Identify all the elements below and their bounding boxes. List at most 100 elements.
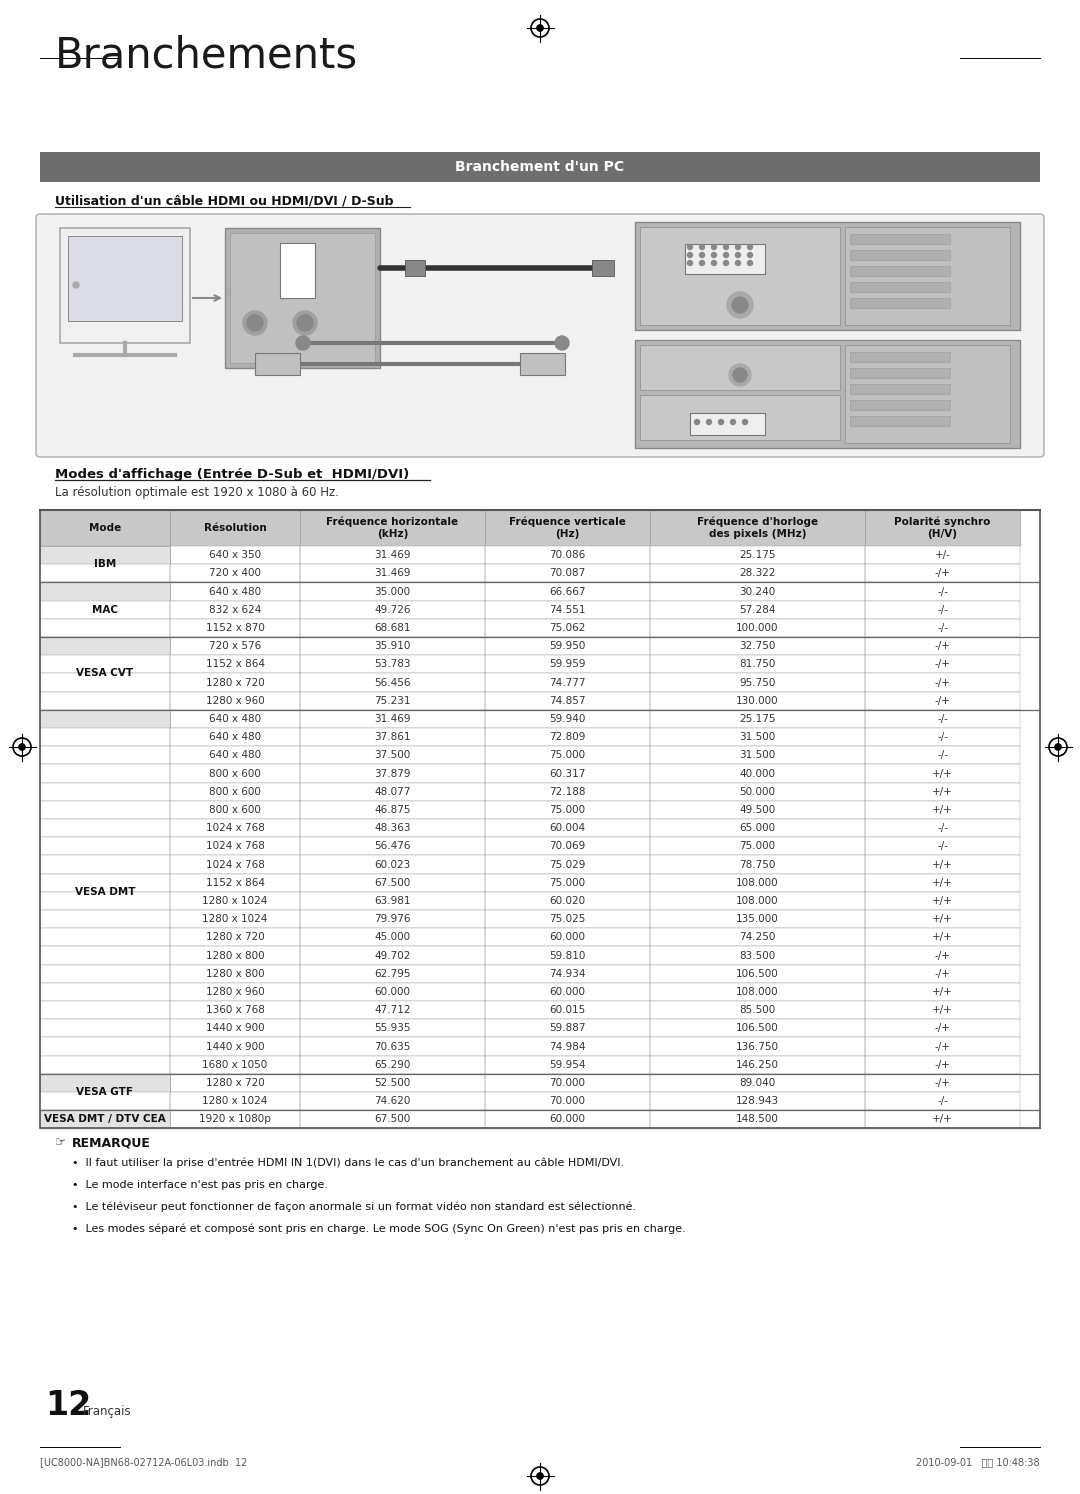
Bar	[40, 819, 170, 837]
Text: •  Il faut utiliser la prise d'entrée HDMI IN 1(DVI) dans le cas d'un branchemen: • Il faut utiliser la prise d'entrée HDM…	[72, 1158, 624, 1168]
Bar	[850, 235, 950, 244]
Text: 45.000: 45.000	[375, 932, 410, 943]
Text: 25.175: 25.175	[739, 550, 775, 560]
Bar	[300, 910, 485, 928]
Bar	[650, 746, 865, 765]
Text: 46.875: 46.875	[375, 805, 410, 814]
Bar	[40, 801, 170, 819]
Text: -/-: -/-	[937, 823, 948, 834]
Bar	[640, 345, 840, 390]
Circle shape	[732, 297, 748, 314]
Text: 60.000: 60.000	[550, 932, 585, 943]
Bar	[280, 244, 315, 297]
Bar	[485, 601, 650, 619]
Bar	[40, 983, 1040, 1001]
Text: 74.777: 74.777	[550, 677, 585, 687]
Text: +/+: +/+	[932, 932, 953, 943]
Bar	[485, 692, 650, 710]
Bar	[40, 656, 170, 674]
Bar	[40, 1056, 170, 1074]
Circle shape	[735, 252, 741, 257]
Bar	[170, 910, 300, 928]
Bar	[485, 819, 650, 837]
Text: Français: Français	[83, 1404, 132, 1418]
Text: DVI OUT: DVI OUT	[721, 232, 758, 241]
Bar	[865, 928, 1020, 946]
Bar	[170, 545, 300, 565]
Bar	[40, 601, 1040, 619]
Bar	[300, 892, 485, 910]
Bar	[170, 928, 300, 946]
Bar	[40, 728, 170, 746]
Bar	[485, 656, 650, 674]
Text: 70.086: 70.086	[550, 550, 585, 560]
Bar	[300, 636, 485, 656]
Bar	[865, 710, 1020, 728]
Text: -/-: -/-	[937, 587, 948, 596]
Text: 60.020: 60.020	[550, 896, 585, 905]
Bar	[485, 1074, 650, 1092]
Bar	[845, 227, 1010, 326]
Bar	[300, 728, 485, 746]
Text: 68.681: 68.681	[375, 623, 410, 633]
Text: 640 x 480: 640 x 480	[208, 750, 261, 760]
Text: 800 x 600: 800 x 600	[210, 768, 261, 778]
Bar	[68, 236, 183, 321]
Text: 37.500: 37.500	[375, 750, 410, 760]
Bar	[225, 229, 380, 368]
Text: •  Les modes séparé et composé sont pris en charge. Le mode SOG (Sync On Green) : • Les modes séparé et composé sont pris …	[72, 1224, 686, 1234]
Text: 57.284: 57.284	[739, 605, 775, 614]
Bar	[865, 1056, 1020, 1074]
Bar	[865, 910, 1020, 928]
Circle shape	[747, 260, 753, 266]
Bar	[865, 965, 1020, 983]
Text: 75.231: 75.231	[375, 696, 410, 705]
Bar	[300, 601, 485, 619]
Text: 37.861: 37.861	[375, 732, 410, 743]
Text: 60.004: 60.004	[550, 823, 585, 834]
Bar	[40, 636, 170, 656]
Text: -/+: -/+	[934, 659, 950, 669]
Bar	[300, 1019, 485, 1037]
Text: Fréquence verticale
(Hz): Fréquence verticale (Hz)	[509, 517, 626, 539]
Text: 59.810: 59.810	[550, 950, 585, 961]
Bar	[865, 692, 1020, 710]
Bar	[485, 728, 650, 746]
Bar	[485, 965, 650, 983]
Bar	[485, 1019, 650, 1037]
Text: •  Le téléviseur peut fonctionner de façon anormale si un format vidéo non stand: • Le téléviseur peut fonctionner de faço…	[72, 1201, 636, 1213]
Bar	[170, 819, 300, 837]
Bar	[40, 1019, 1040, 1037]
Text: -/+: -/+	[934, 1077, 950, 1088]
Bar	[40, 765, 1040, 783]
Bar	[485, 801, 650, 819]
Bar	[650, 783, 865, 801]
Text: -/-: -/-	[937, 732, 948, 743]
Bar	[650, 1001, 865, 1019]
Circle shape	[555, 336, 569, 350]
Bar	[650, 874, 865, 892]
Bar	[850, 415, 950, 426]
Text: Mode: Mode	[89, 523, 121, 533]
Text: +/+: +/+	[932, 988, 953, 996]
Text: 1(DVI): 1(DVI)	[286, 254, 308, 260]
Bar	[650, 801, 865, 819]
Text: 74.551: 74.551	[550, 605, 585, 614]
Text: 1440 x 900: 1440 x 900	[205, 1041, 265, 1052]
Bar	[40, 746, 1040, 765]
Bar	[40, 636, 170, 710]
Bar	[40, 1001, 170, 1019]
Bar	[300, 765, 485, 783]
Text: 1024 x 768: 1024 x 768	[205, 841, 265, 852]
Text: 100.000: 100.000	[737, 623, 779, 633]
Bar	[40, 1037, 170, 1056]
Circle shape	[733, 368, 747, 382]
Text: VESA GTF: VESA GTF	[77, 1088, 134, 1097]
Circle shape	[727, 291, 753, 318]
Text: 12: 12	[45, 1389, 91, 1422]
Bar	[650, 765, 865, 783]
Bar	[300, 783, 485, 801]
Bar	[40, 601, 170, 619]
Text: 56.476: 56.476	[375, 841, 410, 852]
Text: 75.000: 75.000	[550, 805, 585, 814]
